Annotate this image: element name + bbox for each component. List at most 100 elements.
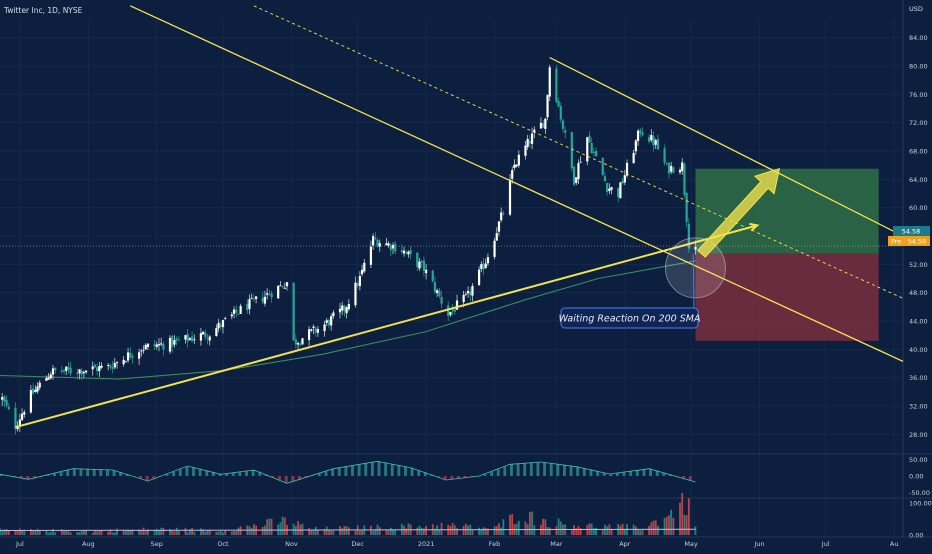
target-zone[interactable] <box>695 169 878 254</box>
volume-bar <box>143 528 145 535</box>
volume-bar <box>403 526 405 535</box>
candle-body <box>52 368 54 374</box>
time-tick-label: Oct <box>217 540 229 548</box>
volume-bar <box>215 532 217 535</box>
time-tick-label: Apr <box>619 540 631 548</box>
oscillator-bar <box>384 463 387 476</box>
oscillator-bar <box>556 464 559 476</box>
candle-body <box>81 371 83 375</box>
candle-body <box>376 240 378 247</box>
candle[interactable] <box>432 270 434 283</box>
volume-bar <box>6 529 8 535</box>
oscillator-bar <box>285 476 288 482</box>
candle[interactable] <box>586 137 588 165</box>
candle-body <box>602 158 604 175</box>
candle[interactable] <box>493 238 495 260</box>
candle-body <box>361 270 363 274</box>
candle[interactable] <box>546 94 548 120</box>
volume-bar <box>0 528 1 535</box>
oscillator-bar <box>490 472 493 476</box>
candle-body <box>286 282 288 286</box>
candle-body <box>591 143 593 153</box>
oscillator-bar <box>79 469 82 476</box>
candle-body <box>109 366 111 368</box>
candle-body <box>363 263 365 272</box>
candle-body <box>593 152 595 153</box>
candle-body <box>679 170 681 172</box>
candle-body <box>301 338 303 344</box>
candle[interactable] <box>555 65 557 103</box>
candle[interactable] <box>277 285 279 299</box>
focus-circle <box>665 238 725 298</box>
volume-bar <box>83 531 85 535</box>
candle-body <box>14 408 16 429</box>
volume-bar <box>668 515 670 535</box>
candle[interactable] <box>573 166 575 186</box>
candle-body <box>178 340 180 341</box>
oscillator-bar <box>99 470 102 476</box>
oscillator-bar <box>86 469 89 476</box>
candle-body <box>127 352 129 360</box>
candle[interactable] <box>301 338 303 345</box>
candle-body <box>138 352 140 358</box>
candle-body <box>328 320 330 325</box>
volume-bar <box>657 526 659 535</box>
candle-body <box>564 130 566 132</box>
candle[interactable] <box>683 162 685 198</box>
candle-body <box>518 155 520 166</box>
candle-body <box>438 291 440 296</box>
candle[interactable] <box>293 283 295 342</box>
candle[interactable] <box>571 132 573 172</box>
candle-body <box>34 390 36 392</box>
volume-bar <box>542 519 544 535</box>
oscillator-bar <box>583 468 586 476</box>
candle-body <box>637 131 639 141</box>
candle-body <box>315 328 317 332</box>
volume-bar <box>176 528 178 535</box>
candle-body <box>332 313 334 317</box>
price-tick-label: 72.00 <box>909 119 928 127</box>
candle-body <box>47 377 49 379</box>
candle-body <box>100 366 102 368</box>
candle[interactable] <box>169 335 171 354</box>
candle-body <box>370 247 372 265</box>
candle-body <box>1 397 3 400</box>
volume-bar <box>65 531 67 535</box>
candle[interactable] <box>602 158 604 176</box>
candle-body <box>648 137 650 141</box>
volume-bar <box>284 517 286 535</box>
volume-bar <box>509 515 511 535</box>
candle-body <box>469 292 471 296</box>
time-tick-label: Feb <box>489 540 501 548</box>
volume-bar <box>200 528 202 535</box>
price-tick-label: 84.00 <box>909 34 928 42</box>
volume-bar <box>555 526 557 535</box>
volume-bar <box>266 519 268 535</box>
oscillator-bar <box>682 476 685 478</box>
candle-body <box>215 328 217 336</box>
candle-body <box>379 243 381 247</box>
candle-body <box>407 252 409 255</box>
candle-body <box>527 139 529 147</box>
candle-body <box>30 390 32 412</box>
candle-body <box>176 338 178 340</box>
candle-body <box>542 123 544 128</box>
volume-bar <box>185 528 187 535</box>
volume-bar <box>355 531 357 535</box>
candle-body <box>65 367 67 371</box>
oscillator-bar <box>576 467 579 476</box>
oscillator-bar <box>404 466 407 476</box>
volume-bar <box>642 530 644 535</box>
candle-body <box>454 309 456 311</box>
candle-body <box>436 290 438 293</box>
volume-bar <box>68 531 70 535</box>
volume-bar <box>174 532 176 535</box>
candle-body <box>312 327 314 328</box>
candle[interactable] <box>619 182 621 198</box>
volume-bar <box>279 522 281 535</box>
volume-bar <box>441 523 443 535</box>
oscillator-bar <box>351 466 354 476</box>
candle[interactable] <box>549 65 551 101</box>
volume-bar <box>670 510 672 535</box>
